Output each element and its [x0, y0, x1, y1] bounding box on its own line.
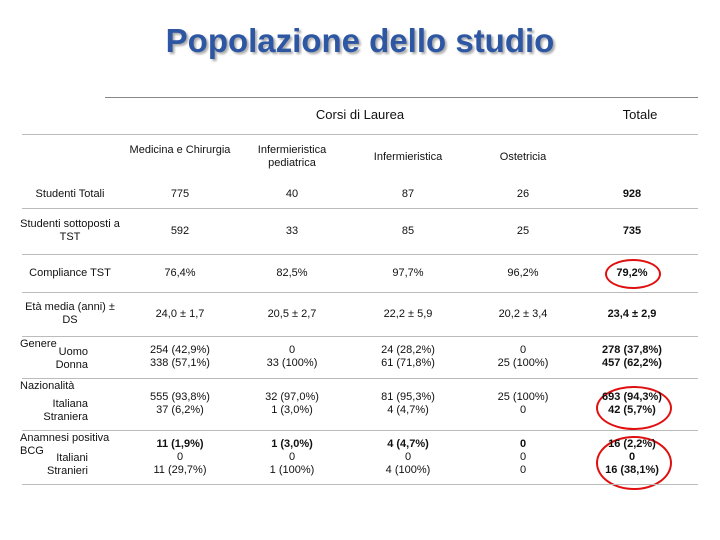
cell: 20,2 ± 3,4: [498, 307, 548, 320]
row-label: Nazionalità: [20, 380, 75, 392]
cell: 1 (3,0%): [271, 437, 313, 450]
rule: [22, 378, 698, 379]
total-cell: 79,2%: [616, 266, 648, 279]
cell: 97,7%: [392, 266, 424, 279]
total-cell: 16 (2,2%): [608, 437, 656, 450]
rule: [22, 430, 698, 431]
column-header: Infermieristica: [373, 151, 443, 163]
cell: 25 (100%): [497, 391, 549, 403]
cell: 11 (1,9%): [156, 437, 204, 450]
cell: 0: [519, 450, 527, 463]
cell: 338 (57,1%): [150, 357, 210, 369]
cell: 24 (28,2%): [381, 344, 435, 356]
highlight-ring: [596, 436, 672, 490]
column-header: Infermieristica pediatrica: [257, 144, 327, 169]
slide-title: Popolazione dello studio: [165, 22, 555, 59]
row-sublabel: Italiani: [56, 452, 88, 464]
cell: 775: [170, 187, 190, 200]
row-sublabel: Italiana: [52, 398, 88, 410]
total-cell: 23,4 ± 2,9: [607, 307, 657, 320]
cell: 0: [519, 463, 527, 476]
rule: [22, 254, 698, 255]
cell: 37 (6,2%): [156, 404, 204, 416]
rule: [105, 97, 698, 98]
total-cell: 928: [622, 187, 642, 200]
cell: 4 (4,7%): [387, 404, 429, 416]
cell: 85: [401, 224, 415, 237]
cell: 33 (100%): [266, 357, 318, 369]
cell: 0: [404, 450, 412, 463]
cell: 1 (3,0%): [271, 404, 313, 416]
cell: 0: [519, 404, 527, 416]
column-header: Ostetricia: [499, 151, 547, 163]
group-header: Corsi di Laurea: [315, 107, 405, 122]
cell: 76,4%: [164, 266, 196, 279]
total-cell: 16 (38,1%): [605, 463, 659, 476]
cell: 555 (93,8%): [150, 391, 210, 403]
cell: 0: [288, 344, 296, 356]
cell: 20,5 ± 2,7: [267, 307, 317, 320]
cell: 61 (71,8%): [381, 357, 435, 369]
cell: 81 (95,3%): [381, 391, 435, 403]
cell: 0: [288, 450, 296, 463]
row-label: Studenti Totali: [35, 187, 105, 200]
cell: 0: [519, 437, 527, 450]
cell: 11 (29,7%): [153, 463, 207, 476]
cell: 4 (100%): [385, 463, 431, 476]
cell: 96,2%: [507, 266, 539, 279]
cell: 24,0 ± 1,7: [155, 307, 205, 320]
cell: 0: [176, 450, 184, 463]
cell: 1 (100%): [269, 463, 315, 476]
rule: [22, 336, 698, 337]
row-sublabel: Stranieri: [47, 465, 88, 477]
rule: [22, 484, 698, 485]
total-cell: 0: [628, 450, 636, 463]
highlight-ring: [605, 259, 661, 289]
cell: 82,5%: [276, 266, 308, 279]
cell: 0: [519, 344, 527, 356]
total-cell: 693 (94,3%): [602, 391, 662, 403]
total-cell: 278 (37,8%): [602, 344, 662, 356]
cell: 4 (4,7%): [387, 437, 429, 450]
row-sublabel: Straniera: [43, 411, 88, 423]
cell: 25: [516, 224, 530, 237]
column-header: Medicina e Chirurgia: [129, 144, 231, 156]
cell: 40: [285, 187, 299, 200]
cell: 26: [516, 187, 530, 200]
cell: 254 (42,9%): [150, 344, 210, 356]
cell: 25 (100%): [497, 357, 549, 369]
total-cell: 735: [622, 224, 642, 237]
rule: [22, 208, 698, 209]
row-label: Età media (anni) ± DS: [25, 301, 115, 326]
row-sublabel: Donna: [55, 359, 88, 371]
row-label: Compliance TST: [29, 266, 111, 279]
cell: 592: [170, 224, 190, 237]
row-label: Genere: [20, 338, 57, 350]
total-cell: 457 (62,2%): [602, 357, 662, 369]
rule: [22, 292, 698, 293]
cell: 33: [285, 224, 299, 237]
row-sublabel: Uomo: [58, 346, 88, 358]
row-label: Anamnesi positiva BCG: [20, 432, 110, 457]
rule: [22, 134, 698, 135]
cell: 87: [401, 187, 415, 200]
total-header: Totale: [622, 107, 658, 122]
total-cell: 42 (5,7%): [608, 404, 656, 416]
cell: 22,2 ± 5,9: [383, 307, 433, 320]
cell: 32 (97,0%): [265, 391, 319, 403]
highlight-ring: [596, 386, 672, 430]
row-label: Studenti sottoposti a TST: [20, 218, 120, 243]
